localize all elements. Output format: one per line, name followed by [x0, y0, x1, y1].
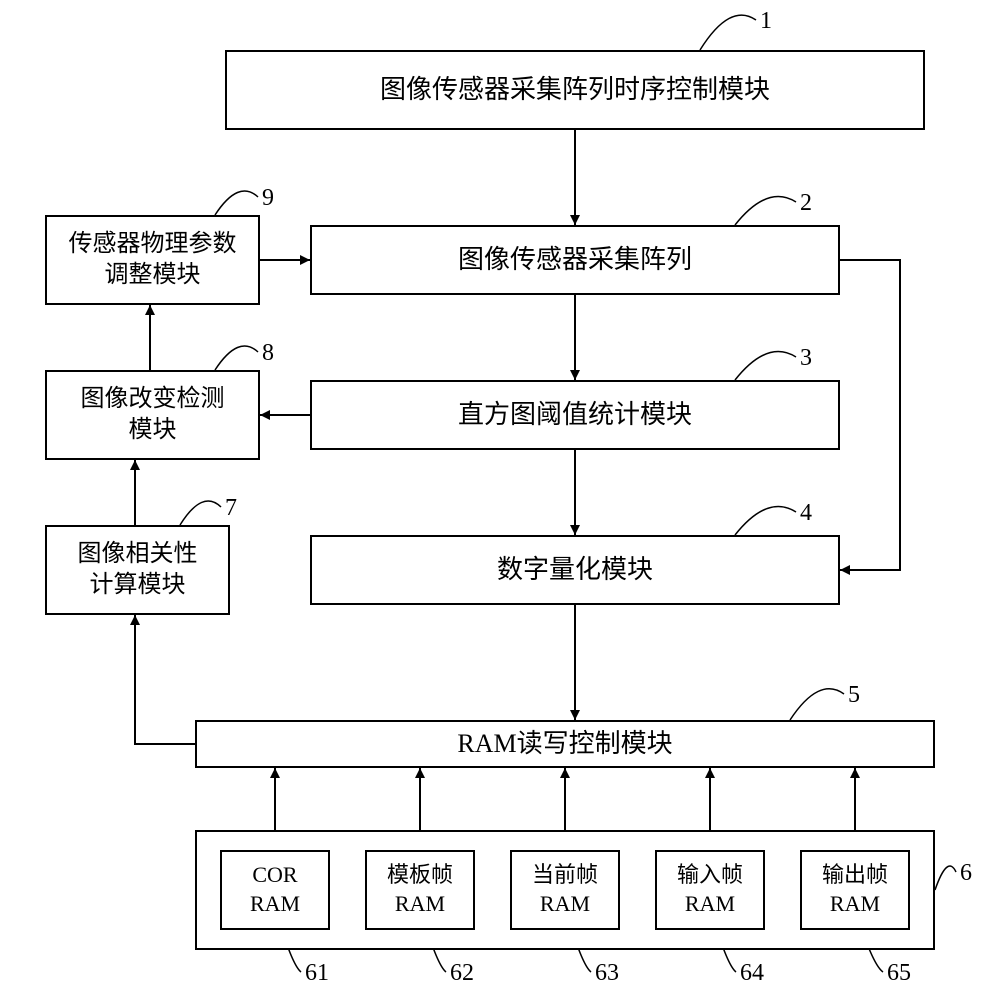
node-label: 直方图阈值统计模块 [458, 398, 692, 432]
node-label: 传感器物理参数 调整模块 [69, 229, 237, 291]
ref-label-r8: 8 [262, 340, 274, 367]
node-label: 图像改变检测 模块 [81, 384, 225, 446]
leader-r6 [935, 866, 956, 890]
node-label: 图像传感器采集阵列时序控制模块 [380, 73, 770, 107]
node-n62: 模板帧 RAM [365, 850, 475, 930]
ref-label-r61: 61 [305, 960, 329, 987]
node-label: 模板帧 RAM [387, 861, 453, 918]
leader-r2 [735, 197, 796, 225]
node-n8: 图像改变检测 模块 [45, 370, 260, 460]
node-n63: 当前帧 RAM [510, 850, 620, 930]
leader-r8 [215, 346, 258, 370]
leader-r4 [735, 507, 796, 535]
ref-label-r9: 9 [262, 185, 274, 212]
leader-r1 [700, 15, 756, 50]
edge-9 [840, 260, 900, 570]
node-label: COR RAM [250, 861, 300, 918]
node-label: 当前帧 RAM [532, 861, 598, 918]
node-n7: 图像相关性 计算模块 [45, 525, 230, 615]
node-label: 图像相关性 计算模块 [78, 539, 198, 601]
ref-label-r3: 3 [800, 345, 812, 372]
ref-label-r63: 63 [595, 960, 619, 987]
ref-label-r65: 65 [887, 960, 911, 987]
edge-8 [135, 615, 195, 744]
node-n5: RAM读写控制模块 [195, 720, 935, 768]
node-n2: 图像传感器采集阵列 [310, 225, 840, 295]
leader-r9 [215, 191, 258, 215]
node-n3: 直方图阈值统计模块 [310, 380, 840, 450]
ref-label-r4: 4 [800, 500, 812, 527]
ref-label-r1: 1 [760, 8, 772, 35]
node-n9: 传感器物理参数 调整模块 [45, 215, 260, 305]
ref-label-r62: 62 [450, 960, 474, 987]
node-label: 数字量化模块 [497, 553, 653, 587]
leader-r7 [180, 501, 221, 525]
node-label: RAM读写控制模块 [457, 727, 672, 761]
ref-label-r5: 5 [848, 682, 860, 709]
ref-label-r64: 64 [740, 960, 764, 987]
node-n65: 输出帧 RAM [800, 850, 910, 930]
node-n64: 输入帧 RAM [655, 850, 765, 930]
node-n1: 图像传感器采集阵列时序控制模块 [225, 50, 925, 130]
node-label: 图像传感器采集阵列 [458, 243, 692, 277]
flowchart-diagram: 图像传感器采集阵列时序控制模块图像传感器采集阵列直方图阈值统计模块数字量化模块 R… [0, 0, 986, 1000]
leader-r5 [790, 689, 844, 720]
ref-label-r6: 6 [960, 860, 972, 887]
node-n4: 数字量化模块 [310, 535, 840, 605]
node-label: 输入帧 RAM [677, 861, 743, 918]
node-n61: COR RAM [220, 850, 330, 930]
ref-label-r7: 7 [225, 495, 237, 522]
node-label: 输出帧 RAM [822, 861, 888, 918]
leader-r3 [735, 352, 796, 380]
ref-label-r2: 2 [800, 190, 812, 217]
